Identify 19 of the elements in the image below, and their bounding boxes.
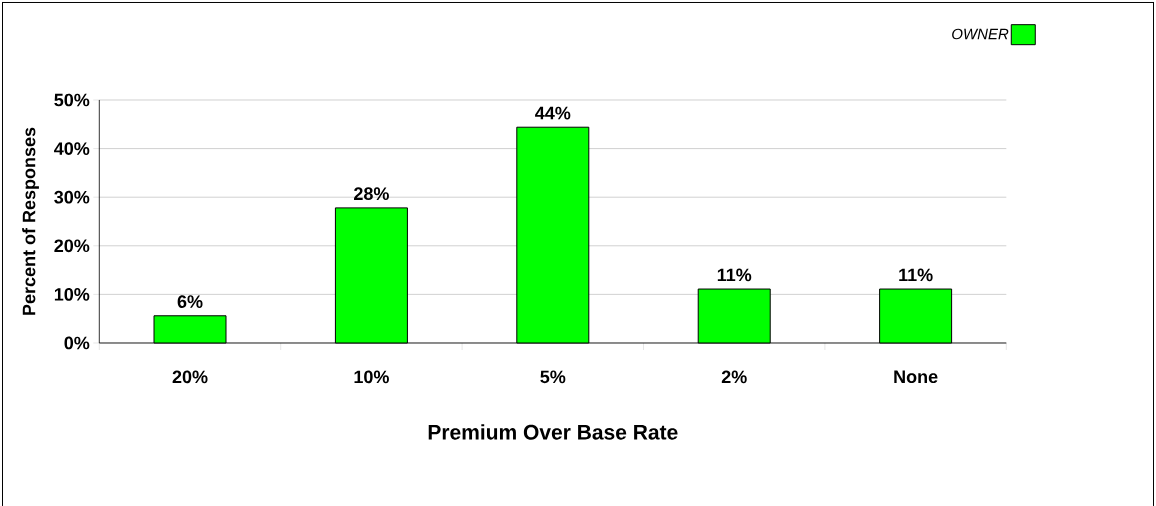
x-tick-label: 20% bbox=[172, 370, 208, 384]
x-axis-title: Premium Over Base Rate bbox=[428, 424, 678, 440]
y-tick-label: 30% bbox=[54, 190, 90, 204]
x-tick-label: None bbox=[894, 370, 938, 384]
x-tick-label: 10% bbox=[354, 370, 389, 384]
data-label: 28% bbox=[354, 187, 389, 201]
data-label: 11% bbox=[717, 268, 752, 282]
legend-label: OWNER bbox=[952, 28, 1009, 40]
y-tick-label: 40% bbox=[54, 142, 90, 155]
x-tick-label: 2% bbox=[721, 370, 747, 384]
x-tick-label: 5% bbox=[540, 370, 566, 384]
y-tick-label: 50% bbox=[54, 93, 90, 107]
data-label: 6% bbox=[177, 295, 203, 308]
y-tick-label: 0% bbox=[64, 336, 90, 350]
data-label: 11% bbox=[899, 268, 933, 282]
data-label: 44% bbox=[535, 106, 571, 120]
y-tick-label: 20% bbox=[54, 239, 90, 253]
y-tick-label: 10% bbox=[54, 288, 90, 301]
y-axis-title: Percent of Responses bbox=[22, 127, 39, 315]
